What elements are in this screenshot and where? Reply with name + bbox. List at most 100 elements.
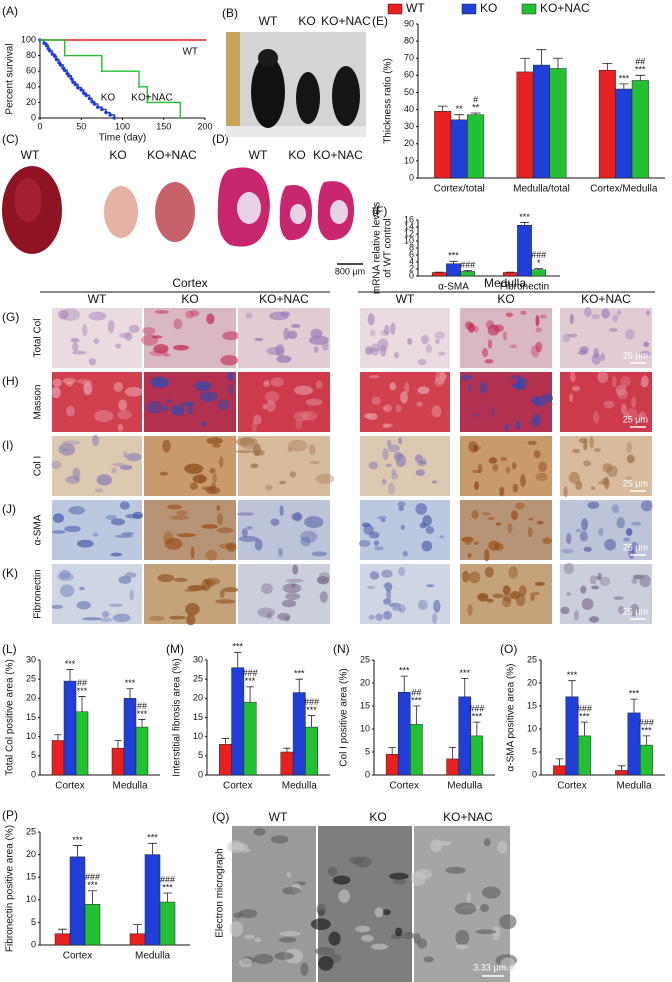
tissue-blob — [180, 401, 196, 406]
tissue-blob — [369, 348, 380, 352]
x-tick-label: Cortex/Medulla — [590, 184, 658, 195]
tissue-blob — [294, 385, 313, 396]
column-label: WT — [88, 292, 107, 306]
column-label: KO+NAC — [259, 292, 309, 306]
column-label: KO+NAC — [443, 810, 493, 824]
tissue-blob — [381, 478, 387, 486]
y-tick-label: 40 — [404, 104, 414, 114]
tissue-blob — [535, 341, 543, 353]
tissue-blob — [194, 381, 212, 392]
error-bar — [580, 721, 589, 736]
tissue-blob — [369, 329, 376, 337]
em-texture — [361, 934, 374, 942]
tissue-blob — [51, 604, 63, 609]
survival-point — [53, 54, 57, 59]
tissue-blob — [484, 566, 494, 578]
error-bar — [617, 765, 626, 771]
tissue-blob — [397, 501, 406, 508]
tissue-blob — [593, 347, 599, 359]
error-bar — [246, 686, 254, 703]
scale-label: 25 μm — [623, 542, 648, 552]
legend-swatch — [461, 3, 477, 15]
tissue-blob — [467, 603, 473, 616]
micrograph: 25 μm — [560, 306, 652, 368]
tissue-blob — [380, 518, 386, 523]
tissue-blob — [583, 439, 588, 451]
error-bar — [307, 715, 316, 728]
tissue-blob — [625, 328, 635, 340]
micrograph — [141, 308, 241, 368]
significance: ** — [456, 104, 464, 114]
significance: *** — [232, 642, 243, 652]
tissue-blob — [206, 313, 215, 325]
bar — [305, 726, 318, 776]
tissue-blob — [382, 406, 388, 410]
tissue-blob — [126, 452, 142, 462]
tissue-blob — [536, 520, 544, 525]
y-tick-label: 10 — [404, 235, 414, 245]
tissue-blob — [390, 322, 396, 335]
tissue-blob — [510, 590, 521, 600]
series-label: WT — [182, 47, 198, 58]
em-texture — [354, 856, 372, 868]
tissue-blob — [398, 567, 406, 576]
tissue-blob — [508, 566, 518, 579]
tissue-blob — [162, 405, 169, 412]
micrograph — [460, 308, 552, 368]
bar — [460, 271, 476, 277]
tissue-blob — [393, 351, 400, 359]
tissue-blob — [88, 358, 96, 366]
column-label: KO — [181, 292, 198, 306]
em-image — [310, 826, 415, 982]
em-texture — [318, 955, 334, 971]
tissue-blob — [477, 592, 489, 602]
panel-label: (O) — [500, 642, 517, 656]
error-bar — [148, 842, 157, 855]
micrograph — [460, 500, 552, 562]
tissue-blob — [420, 334, 430, 344]
micrograph — [360, 564, 450, 624]
error-bar — [536, 49, 547, 66]
survival-point — [67, 74, 71, 78]
tissue-blob — [479, 381, 488, 394]
tissue-blob — [534, 401, 546, 407]
tissue-blob — [492, 463, 499, 472]
em-texture — [415, 869, 432, 880]
error-bar — [449, 747, 457, 759]
tissue-blob — [426, 584, 435, 588]
tissue-blob — [308, 335, 329, 346]
tissue-blob — [629, 603, 640, 617]
tissue-blob — [217, 399, 230, 411]
tissue-blob — [595, 576, 601, 580]
micrograph — [144, 564, 240, 626]
survival-point — [90, 99, 94, 104]
tissue-blob — [370, 343, 380, 356]
tissue-blob — [416, 401, 423, 407]
tissue-blob — [625, 527, 633, 537]
bar — [243, 701, 257, 776]
significance: *** — [294, 669, 305, 679]
tissue-blob — [154, 310, 169, 314]
tissue-blob — [515, 502, 525, 510]
error-bar — [635, 74, 646, 81]
em-texture — [455, 929, 470, 946]
tissue-blob — [580, 585, 587, 594]
tissue-blob — [363, 524, 374, 535]
tissue-blob — [164, 537, 183, 550]
x-tick-label: Fibronectin — [500, 282, 549, 293]
tissue-blob — [99, 617, 113, 623]
y-tick-label: 10 — [527, 723, 537, 733]
tissue-blob — [166, 398, 172, 404]
tissue-blob — [464, 321, 473, 330]
significance: ### — [160, 874, 175, 884]
tissue-blob — [70, 338, 80, 343]
tissue-blob — [293, 411, 310, 422]
y-tick-label: 20 — [26, 693, 36, 703]
scale-label: 25 μm — [623, 414, 648, 424]
scale-label: 800 μm — [335, 266, 365, 276]
tissue-blob — [58, 569, 71, 580]
tissue-blob — [266, 400, 276, 412]
em-texture — [417, 938, 428, 949]
tissue-blob — [368, 614, 375, 620]
